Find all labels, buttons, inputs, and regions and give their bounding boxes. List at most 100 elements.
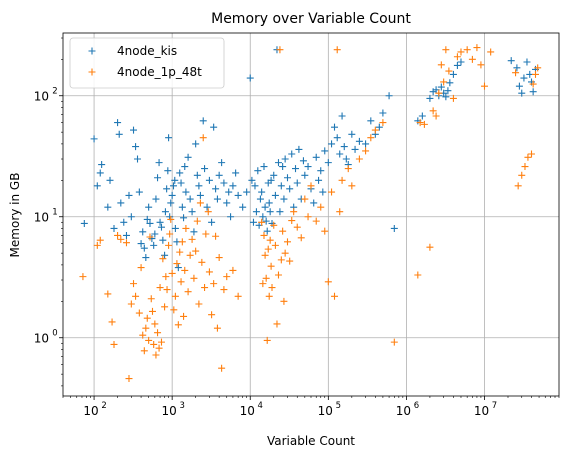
data-point bbox=[104, 290, 112, 298]
data-point bbox=[174, 321, 182, 329]
data-point bbox=[453, 53, 461, 61]
data-point bbox=[90, 135, 98, 143]
data-point bbox=[117, 199, 125, 207]
data-point bbox=[437, 61, 445, 69]
data-point bbox=[304, 213, 312, 221]
data-point bbox=[264, 245, 272, 253]
data-point bbox=[125, 375, 133, 383]
data-point bbox=[518, 89, 526, 97]
data-point bbox=[96, 169, 104, 177]
data-point bbox=[266, 236, 274, 244]
data-point bbox=[182, 188, 190, 196]
data-point bbox=[442, 46, 450, 54]
data-point bbox=[286, 185, 294, 193]
data-point bbox=[104, 203, 112, 211]
data-point bbox=[135, 309, 143, 317]
data-point bbox=[362, 147, 370, 155]
data-point bbox=[157, 223, 165, 231]
data-point bbox=[205, 268, 213, 276]
data-point bbox=[348, 130, 356, 138]
data-point bbox=[477, 61, 485, 69]
data-point bbox=[252, 208, 260, 216]
x-tick-label: 10 bbox=[474, 404, 489, 418]
data-point bbox=[145, 336, 153, 344]
data-point bbox=[93, 241, 101, 249]
data-point bbox=[140, 244, 148, 252]
data-point bbox=[468, 55, 476, 63]
x-tick-label-exponent: 7 bbox=[492, 401, 497, 411]
data-point bbox=[261, 251, 269, 259]
data-point bbox=[379, 119, 387, 127]
data-point bbox=[260, 231, 268, 239]
data-point bbox=[317, 167, 325, 175]
data-point bbox=[148, 307, 156, 315]
data-point bbox=[279, 227, 287, 235]
data-point bbox=[135, 188, 143, 196]
data-point bbox=[143, 314, 151, 322]
data-point bbox=[342, 155, 350, 163]
data-point bbox=[390, 338, 398, 346]
data-point bbox=[195, 300, 203, 308]
data-point bbox=[132, 143, 140, 151]
data-point bbox=[213, 324, 221, 332]
data-point bbox=[367, 134, 375, 142]
data-point bbox=[449, 94, 457, 102]
data-point bbox=[520, 74, 528, 82]
data-point bbox=[151, 320, 159, 328]
data-point bbox=[280, 297, 288, 305]
data-point bbox=[125, 191, 133, 199]
chart-title: Memory over Variable Count bbox=[211, 11, 411, 27]
data-point bbox=[271, 191, 279, 199]
data-point bbox=[333, 134, 341, 142]
y-tick-label-exponent: 1 bbox=[52, 208, 57, 218]
data-point bbox=[260, 163, 268, 171]
data-point bbox=[290, 208, 298, 216]
data-point bbox=[524, 153, 532, 161]
data-point bbox=[426, 243, 434, 251]
data-point bbox=[212, 185, 220, 193]
data-point bbox=[177, 278, 185, 286]
data-point bbox=[208, 311, 216, 319]
data-point bbox=[355, 155, 363, 163]
data-point bbox=[223, 199, 231, 207]
data-point bbox=[186, 195, 194, 203]
data-point bbox=[106, 176, 114, 184]
data-point bbox=[523, 58, 531, 66]
data-point bbox=[223, 273, 231, 281]
data-point bbox=[280, 195, 288, 203]
data-point bbox=[281, 155, 289, 163]
data-point bbox=[258, 218, 266, 226]
data-point bbox=[163, 286, 171, 294]
data-point bbox=[266, 208, 274, 216]
data-point bbox=[169, 182, 177, 190]
data-point bbox=[375, 123, 383, 131]
data-point bbox=[176, 169, 184, 177]
data-point bbox=[529, 80, 537, 88]
data-point bbox=[348, 182, 356, 190]
data-point bbox=[371, 126, 379, 134]
plot-area bbox=[62, 32, 560, 397]
x-tick-label: 10 bbox=[240, 404, 255, 418]
data-point bbox=[277, 256, 285, 264]
data-point bbox=[518, 171, 526, 179]
data-point bbox=[251, 182, 259, 190]
data-point bbox=[180, 214, 188, 222]
data-point bbox=[171, 176, 179, 184]
data-point bbox=[195, 182, 203, 190]
data-point bbox=[114, 119, 122, 127]
data-point bbox=[146, 219, 154, 227]
data-point bbox=[161, 251, 169, 259]
data-point bbox=[152, 195, 160, 203]
x-tick-label-exponent: 6 bbox=[414, 401, 419, 411]
data-point bbox=[274, 159, 282, 167]
data-point bbox=[328, 140, 336, 148]
data-point bbox=[390, 224, 398, 232]
data-point bbox=[281, 249, 289, 257]
data-point bbox=[340, 143, 348, 151]
data-point bbox=[420, 120, 428, 128]
data-point bbox=[188, 208, 196, 216]
data-point bbox=[528, 150, 535, 158]
data-point bbox=[232, 169, 240, 177]
